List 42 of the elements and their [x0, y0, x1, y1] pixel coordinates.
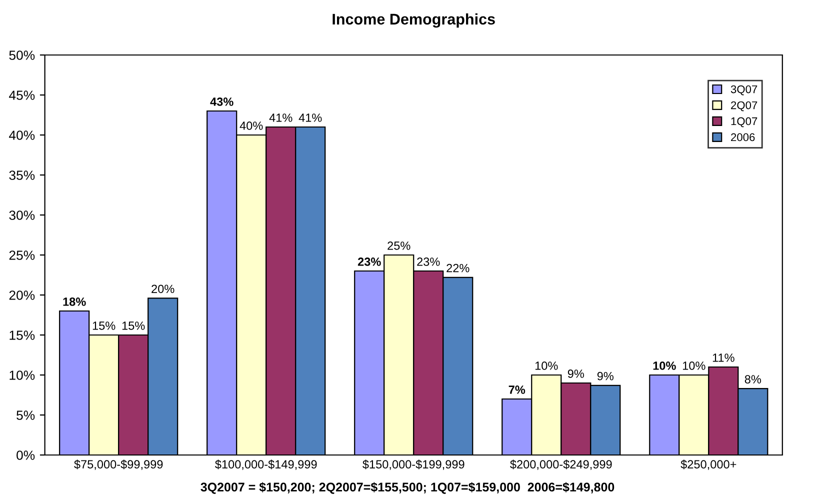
x-tick-label: $250,000+ — [680, 460, 736, 470]
y-tick-label: 15% — [10, 330, 35, 340]
y-tick-label: 50% — [9, 50, 35, 60]
x-tick-label: $100,000-$149,999 — [215, 460, 317, 470]
y-tick-label: 35% — [9, 170, 35, 180]
data-label: 10% — [653, 362, 676, 370]
data-label: 15% — [92, 322, 116, 330]
data-label: 41% — [269, 114, 292, 122]
data-label: 41% — [298, 114, 322, 122]
data-label: 8% — [744, 375, 762, 384]
x-tick-label: $150,000-$199,999 — [362, 460, 464, 470]
data-label: 20% — [152, 284, 174, 294]
y-tick-label: 20% — [9, 290, 35, 300]
chart-title: Income Demographics — [332, 13, 495, 28]
data-label: 7% — [508, 386, 526, 394]
legend-label: 2006 — [731, 133, 755, 142]
data-label: 22% — [446, 264, 470, 272]
y-tick-label: 10% — [10, 370, 35, 380]
data-label: 10% — [682, 362, 706, 370]
data-label: 25% — [388, 242, 410, 250]
legend-label: 1Q07 — [731, 117, 758, 128]
data-label: 23% — [358, 258, 381, 266]
data-label: 9% — [597, 372, 614, 380]
data-label: 40% — [240, 122, 263, 130]
text: 3Q2007 = $150,200; 2Q2007=$155,500; 1Q07=$159,000 2006=$149,800 — [200, 482, 614, 494]
x-tick-label: $75,000-$99,999 — [74, 460, 163, 470]
y-tick-label: 45% — [9, 90, 35, 100]
y-tick-label: 25% — [9, 250, 35, 260]
data-label: 9% — [568, 370, 584, 378]
y-tick-label: 40% — [9, 130, 35, 140]
data-label: 18% — [63, 298, 86, 306]
data-label: 11% — [712, 354, 734, 362]
y-tick-label: 0% — [16, 450, 35, 460]
data-label: 15% — [122, 322, 145, 330]
legend-label: 3Q07 — [730, 85, 758, 96]
y-tick-label: 30% — [9, 210, 35, 220]
legend-label: 2Q07 — [731, 101, 758, 112]
data-label: 10% — [535, 362, 558, 370]
data-label: 23% — [417, 258, 440, 266]
data-label: 43% — [210, 98, 234, 106]
y-tick-label: 5% — [16, 410, 35, 420]
x-tick-label: $200,000-$249,999 — [510, 460, 612, 470]
